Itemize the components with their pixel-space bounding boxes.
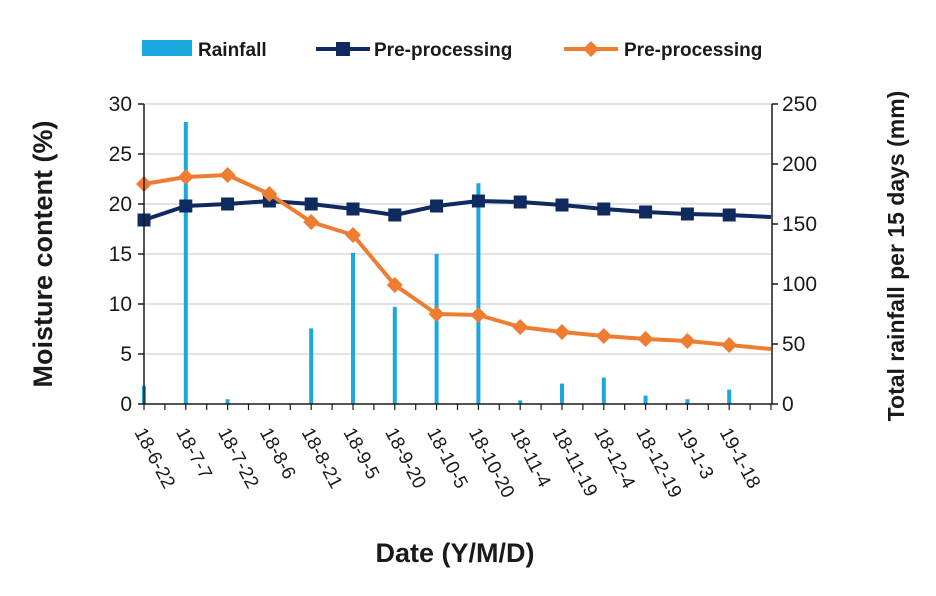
y-left-tick-label: 20 xyxy=(109,193,132,216)
legend-series-1-marker xyxy=(336,42,350,56)
y-right-tick-label: 100 xyxy=(782,273,817,296)
series-1-point xyxy=(680,207,694,221)
series-2-point xyxy=(637,331,654,347)
x-axis-title: Date (Y/M/D) xyxy=(375,538,534,568)
rainfall-bar xyxy=(309,328,314,404)
rainfall-bar xyxy=(351,252,355,404)
y-right-tick-label: 150 xyxy=(782,213,817,236)
series-1-point xyxy=(179,199,193,213)
legend-series-2-label: Pre-processing xyxy=(624,40,762,61)
series-2-point xyxy=(595,328,612,344)
series-1-point xyxy=(346,202,360,216)
series-2-point xyxy=(219,167,236,183)
rainfall-bar xyxy=(601,377,606,404)
y-axis-right-title: Total rainfall per 15 days (mm) xyxy=(883,91,909,422)
rainfall-bar xyxy=(183,122,188,404)
y-left-tick-label: 30 xyxy=(109,93,132,116)
series-2-line xyxy=(143,173,772,351)
series-2-point xyxy=(345,227,361,243)
rainfall-bar xyxy=(727,389,732,404)
legend-series-2-marker xyxy=(583,41,599,57)
rainfall-bars xyxy=(142,122,732,404)
series-2-point xyxy=(721,337,738,353)
x-tick-label: 19-1-3 xyxy=(673,424,717,482)
moisture-lines xyxy=(136,167,772,353)
series-1-point xyxy=(388,208,402,222)
series-1-point xyxy=(221,197,235,211)
series-2-point xyxy=(177,169,194,185)
x-tick-label: 19-1-18 xyxy=(715,424,764,492)
series-1-point xyxy=(555,198,569,212)
x-tick-label: 18-7-22 xyxy=(213,424,262,492)
series-2-point xyxy=(261,186,278,202)
series-2-point xyxy=(512,319,529,335)
series-1-point xyxy=(722,208,736,222)
x-tick-label: 18-8-6 xyxy=(255,424,299,482)
rainfall-bar xyxy=(518,400,523,404)
series-2-point xyxy=(386,277,403,293)
series-1-point xyxy=(513,195,527,209)
x-tick-label: 18-9-20 xyxy=(380,424,429,492)
series-2-point xyxy=(679,333,696,349)
y-left-tick-label: 0 xyxy=(120,393,132,416)
series-1-line xyxy=(143,199,772,222)
x-tick-label: 18-7-7 xyxy=(171,424,215,482)
series-1-point xyxy=(471,194,485,208)
x-tick-label: 18-9-5 xyxy=(339,424,383,482)
y-left-tick-label: 15 xyxy=(109,243,132,266)
series-1-point xyxy=(639,205,653,219)
legend: Rainfall Pre-processing Pre-processing xyxy=(142,40,762,61)
rainfall-bar xyxy=(476,183,481,404)
rainfall-bar xyxy=(392,306,397,404)
y-left-tick-label: 25 xyxy=(109,143,132,166)
y-axis-left-title: Moisture content (%) xyxy=(28,121,58,388)
legend-series-1-label: Pre-processing xyxy=(374,40,512,61)
axes xyxy=(138,103,778,410)
series-2-point xyxy=(303,214,320,230)
legend-rainfall-label: Rainfall xyxy=(198,40,267,61)
y-right-tick-label: 250 xyxy=(782,93,817,116)
rainfall-bar xyxy=(560,383,564,404)
series-1-point xyxy=(430,199,444,213)
rainfall-bar xyxy=(225,399,230,404)
y-right-tick-label: 200 xyxy=(782,153,817,176)
series-2-point xyxy=(470,307,487,323)
legend-rainfall-swatch xyxy=(142,40,192,56)
x-tick-label: 18-6-22 xyxy=(130,424,179,492)
series-1-point xyxy=(597,202,611,216)
x-tick-label: 18-8-21 xyxy=(297,424,346,492)
y-right-tick-label: 50 xyxy=(782,333,805,356)
series-2-point xyxy=(428,306,445,322)
rainfall-bar xyxy=(685,399,690,404)
y-left-tick-label: 10 xyxy=(109,293,132,316)
rainfall-bar xyxy=(643,395,648,404)
series-2-point xyxy=(554,324,570,340)
rainfall-bar xyxy=(434,254,439,404)
y-right-tick-label: 0 xyxy=(782,393,794,416)
series-1-point xyxy=(304,197,318,211)
y-left-tick-label: 5 xyxy=(120,343,132,366)
